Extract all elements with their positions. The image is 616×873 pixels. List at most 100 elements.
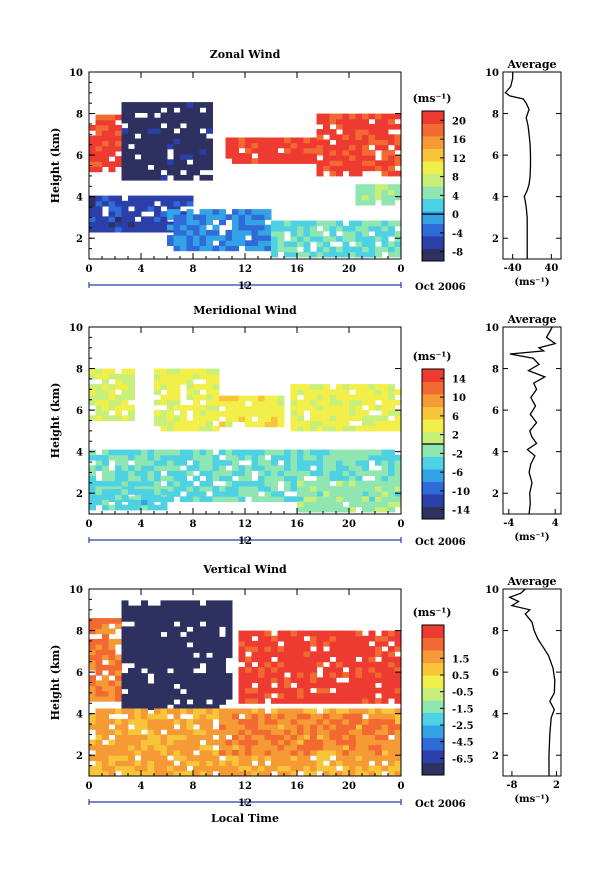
heatmap-cell [186, 112, 194, 119]
heatmap-cell [323, 129, 330, 135]
heatmap-cell [173, 708, 181, 715]
y-tick-label: 2 [76, 489, 83, 500]
heatmap-cell [264, 724, 272, 730]
heatmap-cell [381, 485, 389, 492]
heatmap-cell [368, 677, 376, 683]
heatmap-cell [186, 174, 194, 181]
heatmap-cell [128, 755, 135, 761]
heatmap-cell [355, 661, 363, 668]
x-tick-label: 20 [342, 781, 356, 792]
heatmap-cell [232, 729, 239, 735]
heatmap-cell [141, 449, 148, 456]
heatmap-cell [362, 144, 369, 151]
heatmap-cell [258, 470, 265, 477]
heatmap-cell [121, 454, 129, 461]
heatmap-cell [303, 399, 311, 406]
heatmap-cell [147, 138, 155, 145]
heatmap-cell [251, 651, 259, 657]
heatmap-cell [186, 219, 194, 226]
heatmap-cell [375, 184, 382, 190]
heatmap-cell [186, 373, 194, 380]
heatmap-cell [375, 246, 382, 253]
heatmap-cell [362, 739, 369, 746]
heatmap-cell [199, 496, 207, 502]
heatmap-cell [303, 470, 311, 477]
heatmap-cell [89, 151, 96, 157]
heatmap-cell [89, 685, 96, 692]
heatmap-cell [193, 683, 200, 690]
heatmap-cell [134, 642, 142, 648]
heatmap-cell [141, 499, 148, 506]
heatmap-cell [238, 449, 246, 456]
heatmap-cell [173, 739, 181, 746]
heatmap-cell [277, 713, 285, 720]
heatmap-cell [368, 630, 376, 637]
heatmap-cell [362, 230, 369, 237]
heatmap-cell [303, 692, 311, 699]
heatmap-cell [297, 677, 304, 683]
heatmap-cell [381, 425, 389, 432]
heatmap-cell [206, 765, 213, 772]
heatmap-cell [160, 770, 168, 777]
heatmap-cell [329, 149, 337, 156]
heatmap-cell [375, 480, 382, 487]
heatmap-cell [167, 394, 174, 401]
heatmap-cell [368, 241, 376, 247]
heatmap-cell [342, 225, 350, 232]
heatmap-cell [316, 501, 324, 508]
heatmap-cell [316, 149, 324, 156]
heatmap-cell [349, 750, 356, 756]
heatmap-cell [375, 698, 382, 704]
heatmap-cell [284, 687, 291, 694]
heatmap-cell [121, 117, 129, 124]
heatmap-cell [199, 102, 207, 108]
heatmap-cell [290, 770, 298, 777]
heatmap-cell [206, 465, 213, 471]
heatmap-cell [102, 404, 109, 411]
heatmap-cell [180, 718, 187, 725]
heatmap-cell [375, 646, 382, 652]
heatmap-cell [193, 373, 200, 380]
heatmap-cell [180, 164, 187, 171]
heatmap-cell [108, 765, 116, 772]
heatmap-cell [89, 659, 96, 666]
heatmap-cell [277, 635, 285, 642]
heatmap-cell [368, 149, 376, 156]
panel-title: Zonal Wind [210, 48, 281, 61]
heatmap-cell [206, 718, 213, 725]
heatmap-cell [225, 240, 233, 246]
heatmap-cell [128, 102, 135, 108]
heatmap-cell [388, 123, 395, 130]
heatmap-cell [160, 739, 168, 746]
heatmap-cell [219, 449, 226, 456]
heatmap-cell [206, 460, 213, 466]
heatmap-cell [134, 724, 142, 730]
heatmap-cell [316, 404, 324, 411]
heatmap-cell [186, 616, 194, 622]
heatmap-cell [342, 491, 350, 497]
colorbar-tick-label: 1.5 [452, 654, 469, 665]
heatmap-cell [219, 708, 226, 715]
y-tick-label: 10 [69, 585, 83, 596]
heatmap-cell [212, 394, 220, 401]
heatmap-cell [225, 454, 233, 461]
heatmap-cell [147, 631, 155, 638]
heatmap-cell [394, 399, 402, 406]
heatmap-cell [186, 770, 194, 777]
heatmap-cell [206, 389, 213, 395]
heatmap-cell [102, 734, 109, 741]
heatmap-cell [128, 470, 135, 477]
heatmap-cell [199, 449, 207, 456]
heatmap-cell [290, 394, 298, 401]
heatmap-cell [336, 144, 343, 151]
heatmap-cell [121, 138, 129, 145]
heatmap-cell [173, 631, 181, 638]
heatmap-cell [108, 151, 116, 157]
heatmap-cell [362, 149, 369, 156]
heatmap-cell [232, 400, 239, 407]
heatmap-cell [212, 425, 220, 432]
heatmap-cell [329, 485, 337, 492]
heatmap-cell [316, 718, 324, 725]
heatmap-cell [121, 704, 129, 710]
heatmap-cell [206, 148, 213, 155]
